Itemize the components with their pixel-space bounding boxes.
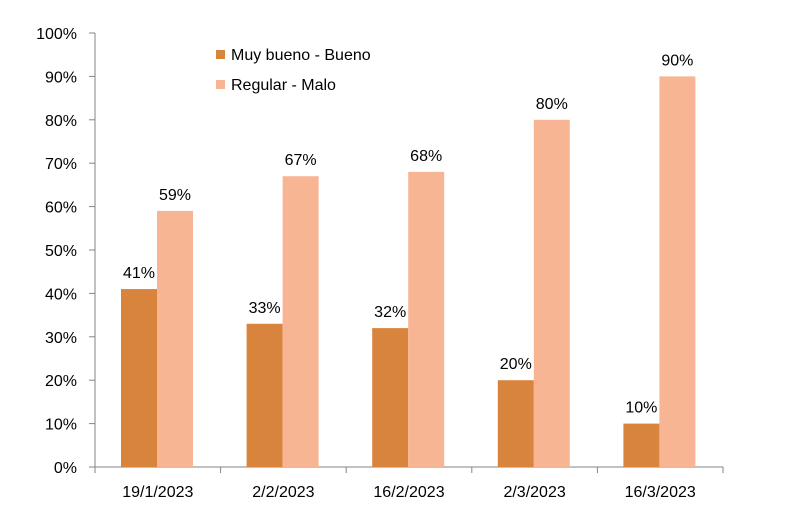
- y-tick-label: 100%: [36, 26, 77, 43]
- legend-label: Regular - Malo: [231, 77, 336, 94]
- y-tick-label: 50%: [45, 243, 77, 260]
- y-tick-label: 30%: [45, 330, 77, 347]
- x-tick-label: 2/2/2023: [252, 484, 314, 501]
- bar-regular-malo: [408, 171, 445, 467]
- y-tick-label: 10%: [45, 417, 77, 434]
- y-tick-label: 20%: [45, 373, 77, 390]
- bar-regular-malo: [659, 76, 696, 468]
- y-tick-label: 80%: [45, 113, 77, 130]
- data-label: 59%: [159, 187, 191, 204]
- bar-muy-bueno-bueno: [246, 323, 283, 467]
- data-label: 68%: [410, 148, 442, 165]
- bar-regular-malo: [282, 176, 319, 467]
- legend-label: Muy bueno - Bueno: [231, 47, 371, 64]
- bar-muy-bueno-bueno: [623, 423, 660, 467]
- y-tick-label: 0%: [54, 460, 77, 477]
- y-tick-label: 40%: [45, 286, 77, 303]
- legend: Muy bueno - Bueno Regular - Malo: [216, 47, 371, 94]
- bar-regular-malo: [157, 210, 193, 467]
- legend-swatch: [216, 80, 225, 89]
- data-label: 80%: [536, 96, 568, 113]
- data-label: 41%: [123, 265, 155, 282]
- data-label: 90%: [661, 52, 693, 69]
- bar-muy-bueno-bueno: [121, 289, 157, 467]
- data-label: 20%: [500, 356, 532, 373]
- legend-swatch: [216, 50, 225, 59]
- y-tick-label: 60%: [45, 200, 77, 217]
- y-tick-label: 90%: [45, 69, 77, 86]
- x-tick-label: 16/3/2023: [625, 484, 696, 501]
- x-tick-label: 16/2/2023: [373, 484, 444, 501]
- bar-muy-bueno-bueno: [497, 380, 534, 467]
- data-label: 67%: [285, 152, 317, 169]
- data-labels: 41% 33% 32% 20% 10% 59% 67% 68% 80% 90%: [123, 52, 693, 416]
- axes: 0% 10% 20% 30% 40% 50% 60% 70% 80% 90% 100% 19/1/20…: [36, 26, 724, 501]
- bar-muy-bueno-bueno: [372, 328, 409, 467]
- data-label: 32%: [374, 304, 406, 321]
- bars: [121, 76, 696, 468]
- y-tick-label: 70%: [45, 156, 77, 173]
- bar-regular-malo: [533, 119, 570, 468]
- data-label: 33%: [249, 300, 281, 317]
- x-tick-label: 19/1/2023: [122, 484, 193, 501]
- data-label: 10%: [625, 400, 657, 417]
- x-tick-label: 2/3/2023: [503, 484, 565, 501]
